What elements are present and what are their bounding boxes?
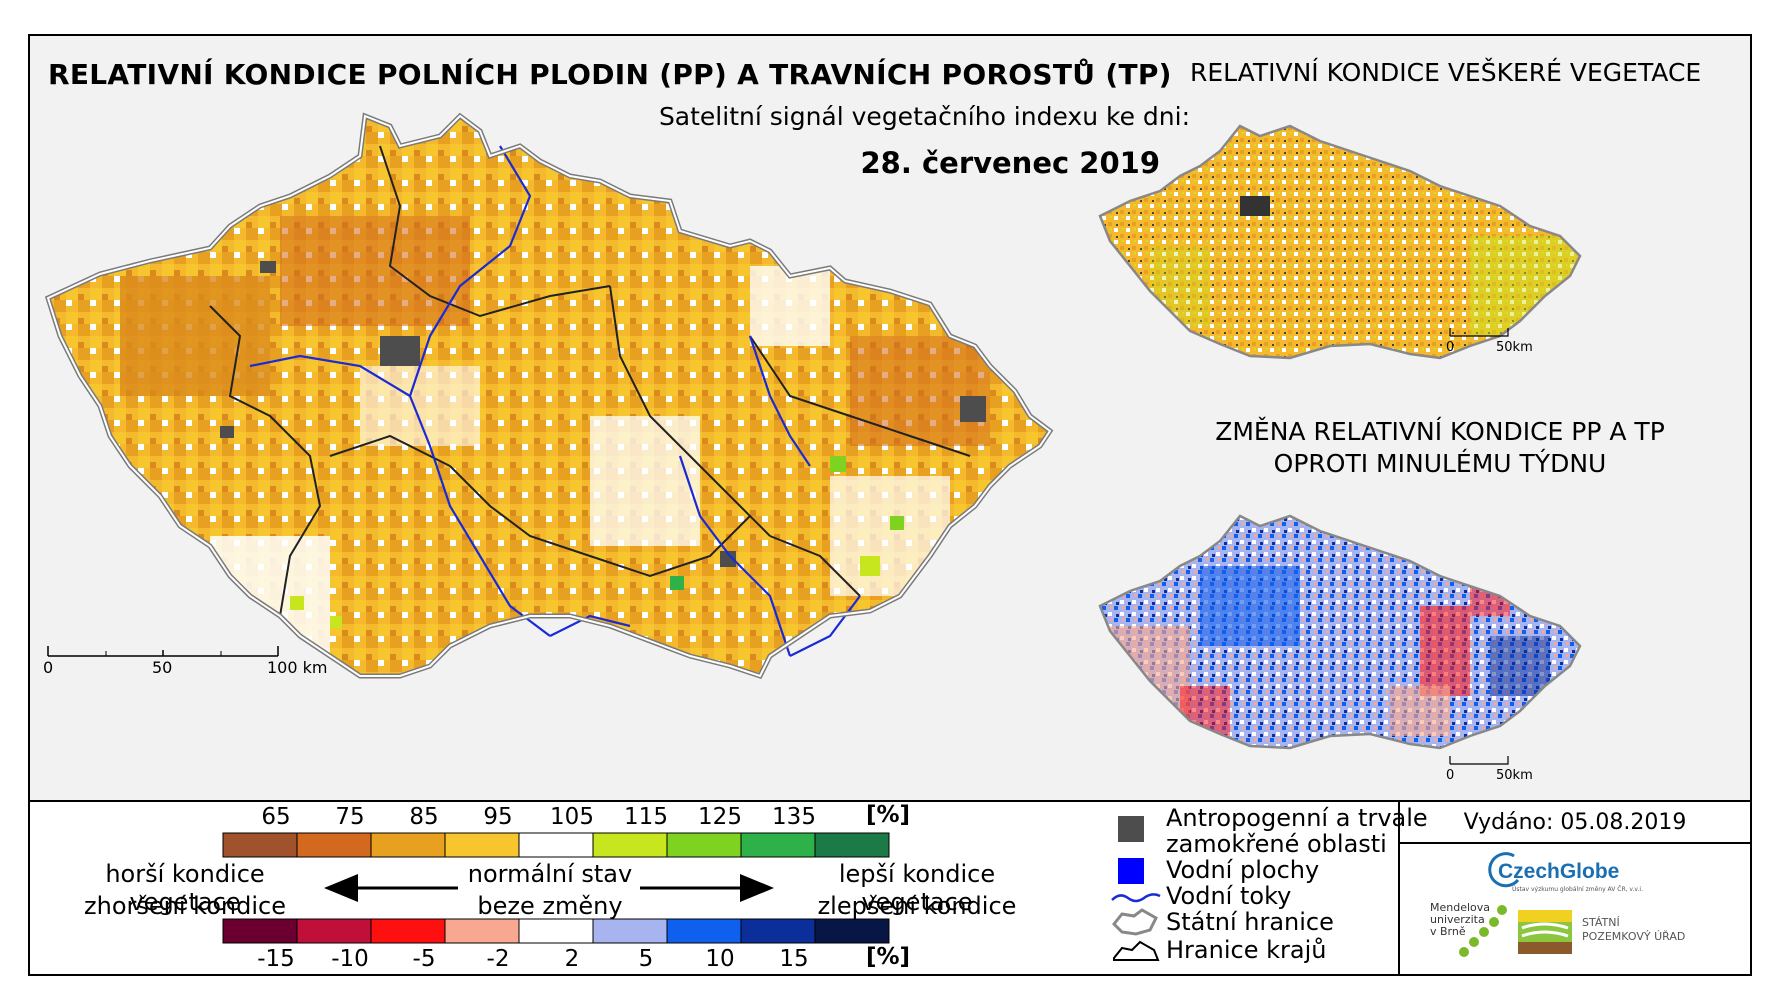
worse-text-1: horší kondice vegetace	[105, 860, 265, 916]
change-colorbar	[222, 918, 890, 944]
chg-val-m10: -10	[331, 946, 369, 972]
change-swatch-8	[814, 918, 890, 944]
anthropogenic-swatch	[1118, 816, 1144, 842]
legend-area: 65 75 85 95 105 115 125 135 [%] horší ko…	[30, 802, 1750, 976]
change-title-line2: OPROTI MINULÉMU TÝDNU	[1273, 449, 1607, 478]
condition-swatch-3	[444, 832, 520, 858]
subtitle: Satelitní signál vegetačního indexu ke d…	[658, 102, 1190, 131]
czechglobe-subtext: Ústav výzkumu globální změny AV ČR, v.v.…	[1512, 886, 1643, 893]
condition-swatch-6	[666, 832, 742, 858]
cond-val-85: 85	[409, 804, 439, 830]
top-scale-50km: 50km	[1496, 340, 1533, 355]
mendel-text-2: univerzita	[1430, 913, 1485, 926]
change-swatch-0	[222, 918, 298, 944]
condition-swatch-8	[814, 832, 890, 858]
key-regions-border: Hranice krajů	[1166, 936, 1327, 964]
info-divider-v	[1398, 802, 1400, 976]
all-vegetation-map	[1098, 124, 1582, 360]
main-scale-bar	[47, 646, 279, 657]
cond-val-95: 95	[483, 804, 513, 830]
czechglobe-logo-text: CzechGlobe	[1498, 860, 1620, 883]
chg-val-15: 15	[779, 946, 809, 972]
main-title: RELATIVNÍ KONDICE POLNÍCH PLODIN (PP) A …	[48, 58, 1172, 91]
change-swatch-1	[296, 918, 372, 944]
chg-val-m15: -15	[257, 946, 295, 972]
all-vegetation-title: RELATIVNÍ KONDICE VEŠKERÉ VEGETACE	[1190, 58, 1702, 87]
left-arrow-icon	[324, 874, 458, 902]
map-panel: RELATIVNÍ KONDICE POLNÍCH PLODIN (PP) A …	[30, 36, 1750, 802]
water-swatch	[1118, 858, 1144, 884]
condition-swatch-5	[592, 832, 668, 858]
chg-unit: [%]	[866, 944, 911, 970]
key-anthropogenic-1: Antropogenní a trvale	[1166, 804, 1428, 832]
key-state-border: Státní hranice	[1166, 908, 1334, 936]
region-border-icon	[1113, 940, 1160, 961]
main-map	[44, 112, 1054, 680]
chg-val-m5: -5	[412, 946, 436, 972]
cond-unit: [%]	[866, 802, 911, 828]
worse-text-2: zhoršení kondice	[84, 892, 286, 920]
change-swatch-2	[370, 918, 446, 944]
chg-val-m2: -2	[486, 946, 510, 972]
condition-swatch-1	[296, 832, 372, 858]
river-line-icon	[1111, 893, 1161, 903]
figure-frame: RELATIVNÍ KONDICE POLNÍCH PLODIN (PP) A …	[28, 34, 1752, 976]
condition-colorbar	[222, 832, 890, 858]
change-swatch-7	[740, 918, 816, 944]
chg-val-5: 5	[638, 946, 654, 972]
change-swatch-4	[518, 918, 594, 944]
condition-swatch-2	[370, 832, 446, 858]
spu-text-1: STÁTNÍ	[1582, 916, 1620, 929]
change-swatch-5	[592, 918, 668, 944]
top-scale-0: 0	[1446, 340, 1455, 355]
spu-logo-icon	[1518, 910, 1572, 954]
better-text-1: lepší kondice vegetace	[838, 860, 996, 916]
change-swatch-6	[666, 918, 742, 944]
cond-val-105: 105	[550, 804, 594, 830]
chg-val-10: 10	[705, 946, 735, 972]
state-border-icon	[1111, 908, 1158, 936]
cond-val-65: 65	[261, 804, 291, 830]
right-arrow-icon	[640, 874, 774, 902]
date-label: 28. červenec 2019	[860, 146, 1160, 180]
top-scale-bar	[1449, 328, 1509, 337]
chg-val-2: 2	[564, 946, 580, 972]
condition-swatch-4	[518, 832, 594, 858]
bottom-scale-0: 0	[1446, 768, 1455, 783]
normal-text-1: normální stav	[467, 860, 633, 888]
main-scale-100: 100 km	[267, 658, 328, 677]
mendel-text-3: v Brně	[1430, 925, 1466, 938]
cond-val-75: 75	[335, 804, 365, 830]
change-map	[1098, 514, 1582, 750]
cond-val-125: 125	[698, 804, 742, 830]
key-rivers: Vodní toky	[1166, 882, 1292, 910]
cond-val-135: 135	[772, 804, 816, 830]
key-water-bodies: Vodní plochy	[1166, 856, 1320, 884]
mendel-text-1: Mendelova	[1430, 901, 1491, 914]
bottom-scale-50km: 50km	[1496, 768, 1533, 783]
czechglobe-logo-icon	[1488, 852, 1520, 888]
condition-swatch-0	[222, 832, 298, 858]
spu-text-2: POZEMKOVÝ ÚŘAD	[1582, 930, 1686, 943]
mendel-logo-icon	[1459, 905, 1507, 957]
bottom-scale-bar	[1449, 756, 1509, 765]
normal-text-2: beze změny	[477, 892, 623, 920]
issued-date: Vydáno: 05.08.2019	[1463, 810, 1687, 835]
cond-val-115: 115	[624, 804, 668, 830]
info-divider-h	[1398, 842, 1750, 844]
change-title-line1: ZMĚNA RELATIVNÍ KONDICE PP A TP	[1215, 417, 1665, 446]
change-swatch-3	[444, 918, 520, 944]
condition-swatch-7	[740, 832, 816, 858]
main-scale-0: 0	[43, 658, 54, 677]
key-anthropogenic-2: zamokřené oblasti	[1166, 830, 1387, 858]
better-text-2: zlepšení kondice	[817, 892, 1017, 920]
main-scale-50: 50	[152, 658, 173, 677]
change-title: ZMĚNA RELATIVNÍ KONDICE PP A TP OPROTI M…	[1210, 416, 1670, 480]
